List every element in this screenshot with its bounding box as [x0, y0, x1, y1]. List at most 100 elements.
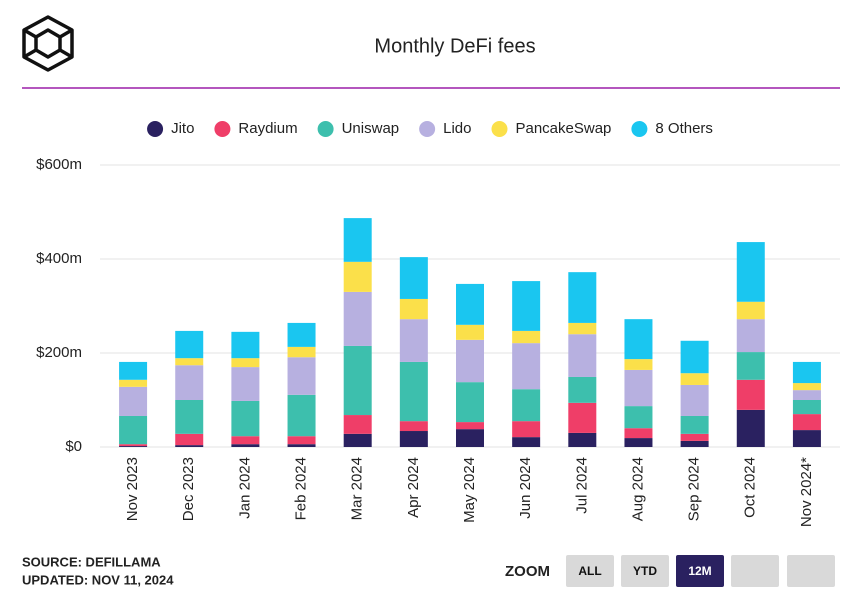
legend-label: Raydium [238, 120, 297, 137]
bar-segment [568, 376, 597, 403]
chart-title: Monthly DeFi fees [374, 35, 535, 57]
bar-segment [792, 400, 821, 415]
legend-marker [147, 121, 164, 137]
bar-segment [736, 352, 765, 380]
zoom-button[interactable] [787, 555, 835, 587]
bar-segment [231, 331, 260, 359]
bar-segment [512, 330, 541, 344]
bar-segment [175, 358, 204, 366]
bar-segment [456, 324, 484, 340]
zoom-button[interactable] [621, 555, 669, 587]
x-tick-label: Nov 2024* [798, 457, 815, 527]
bar-segment [119, 386, 148, 416]
bar-segment [456, 429, 484, 447]
bar-segment [512, 281, 541, 331]
bar-segment [568, 272, 597, 323]
bar-segment [287, 357, 316, 395]
x-tick-label: Apr 2024 [405, 457, 422, 518]
bar-segment [680, 373, 709, 385]
bar-segment [568, 432, 597, 447]
updated: UPDATED: NOV 11, 2024 [22, 572, 174, 587]
bar-segment [343, 415, 372, 434]
bar-segment [231, 400, 260, 437]
bar-segment [399, 298, 428, 320]
source: SOURCE: DEFILLAMA [22, 554, 161, 569]
x-tick-label: Jan 2024 [236, 457, 253, 519]
bar-segment [680, 340, 709, 374]
bar-segment [792, 390, 821, 400]
bar-segment [399, 361, 428, 422]
bar-segment [175, 330, 204, 359]
bar-segment [175, 400, 204, 434]
legend-marker [214, 121, 231, 137]
bar-segment [624, 369, 653, 407]
bar-segment [343, 291, 372, 346]
x-tick-label: Aug 2024 [629, 457, 646, 521]
bar-segment [624, 438, 653, 447]
bar-segment [119, 361, 148, 380]
bar-segment [175, 433, 204, 446]
zoom-button[interactable] [566, 555, 614, 587]
bar-segment [792, 361, 821, 384]
bar-segment [231, 367, 260, 401]
legend-label: PancakeSwap [515, 120, 611, 137]
bar-segment [736, 379, 765, 410]
legend-marker [491, 121, 508, 137]
legend-label: Uniswap [342, 120, 400, 137]
bar-segment [568, 322, 597, 335]
y-tick-label: $200m [36, 344, 82, 361]
bar-segment [512, 421, 541, 438]
bar-segment [624, 319, 653, 360]
zoom-label: ZOOM [505, 563, 550, 580]
x-tick-label: Jul 2024 [573, 457, 590, 514]
x-tick-label: Dec 2023 [180, 457, 197, 521]
bar-segment [231, 358, 260, 368]
bar-segment [119, 415, 148, 445]
bar-segment [792, 414, 821, 431]
bar-segment [287, 444, 316, 447]
zoom-button-label[interactable]: 12M [688, 564, 711, 578]
legend: Jito Raydium Uniswap Lido PancakeSwap 8 Other… [147, 120, 713, 137]
bar-segment [231, 436, 260, 445]
zoom-button-label[interactable]: YTD [633, 564, 657, 578]
bar-segment [456, 339, 484, 383]
bar-segment [343, 345, 372, 416]
bar-segment [624, 428, 653, 439]
bar-segment [624, 406, 653, 429]
bar-segment [680, 433, 709, 441]
legend-marker [631, 121, 648, 137]
bar-segment [680, 440, 709, 447]
x-tick-label: Feb 2024 [293, 457, 310, 520]
bar-segment [399, 421, 428, 432]
bar-segment [736, 409, 765, 447]
bar-segment [736, 319, 765, 353]
zoom-button[interactable] [731, 555, 779, 587]
bar-segment [231, 444, 260, 447]
bar-segment [512, 437, 541, 447]
bar-segment [119, 379, 148, 387]
bar-segment [792, 430, 821, 447]
legend-label: Jito [171, 120, 194, 137]
bar-segment [680, 415, 709, 434]
bar-segment [792, 383, 821, 391]
bar-segment [119, 444, 148, 447]
zoom-button[interactable] [676, 555, 724, 587]
bar-segment [287, 346, 316, 358]
zoom-button-label[interactable]: ALL [578, 564, 601, 578]
bar-segment [119, 446, 148, 447]
x-tick-label: Mar 2024 [349, 457, 366, 520]
bar-segment [456, 422, 484, 430]
legend-label: 8 Others [655, 120, 713, 137]
legend-label: Lido [443, 120, 471, 137]
bar-segment [512, 389, 541, 422]
bar-segment [456, 283, 484, 325]
bar-segment [568, 334, 597, 377]
y-tick-label: $0 [65, 438, 82, 455]
bar-segment [736, 242, 765, 302]
x-tick-label: Nov 2023 [124, 457, 141, 521]
bar-segment [175, 445, 204, 447]
bar-segment [456, 382, 484, 423]
bar-segment [287, 436, 316, 445]
bar-segment [343, 261, 372, 292]
